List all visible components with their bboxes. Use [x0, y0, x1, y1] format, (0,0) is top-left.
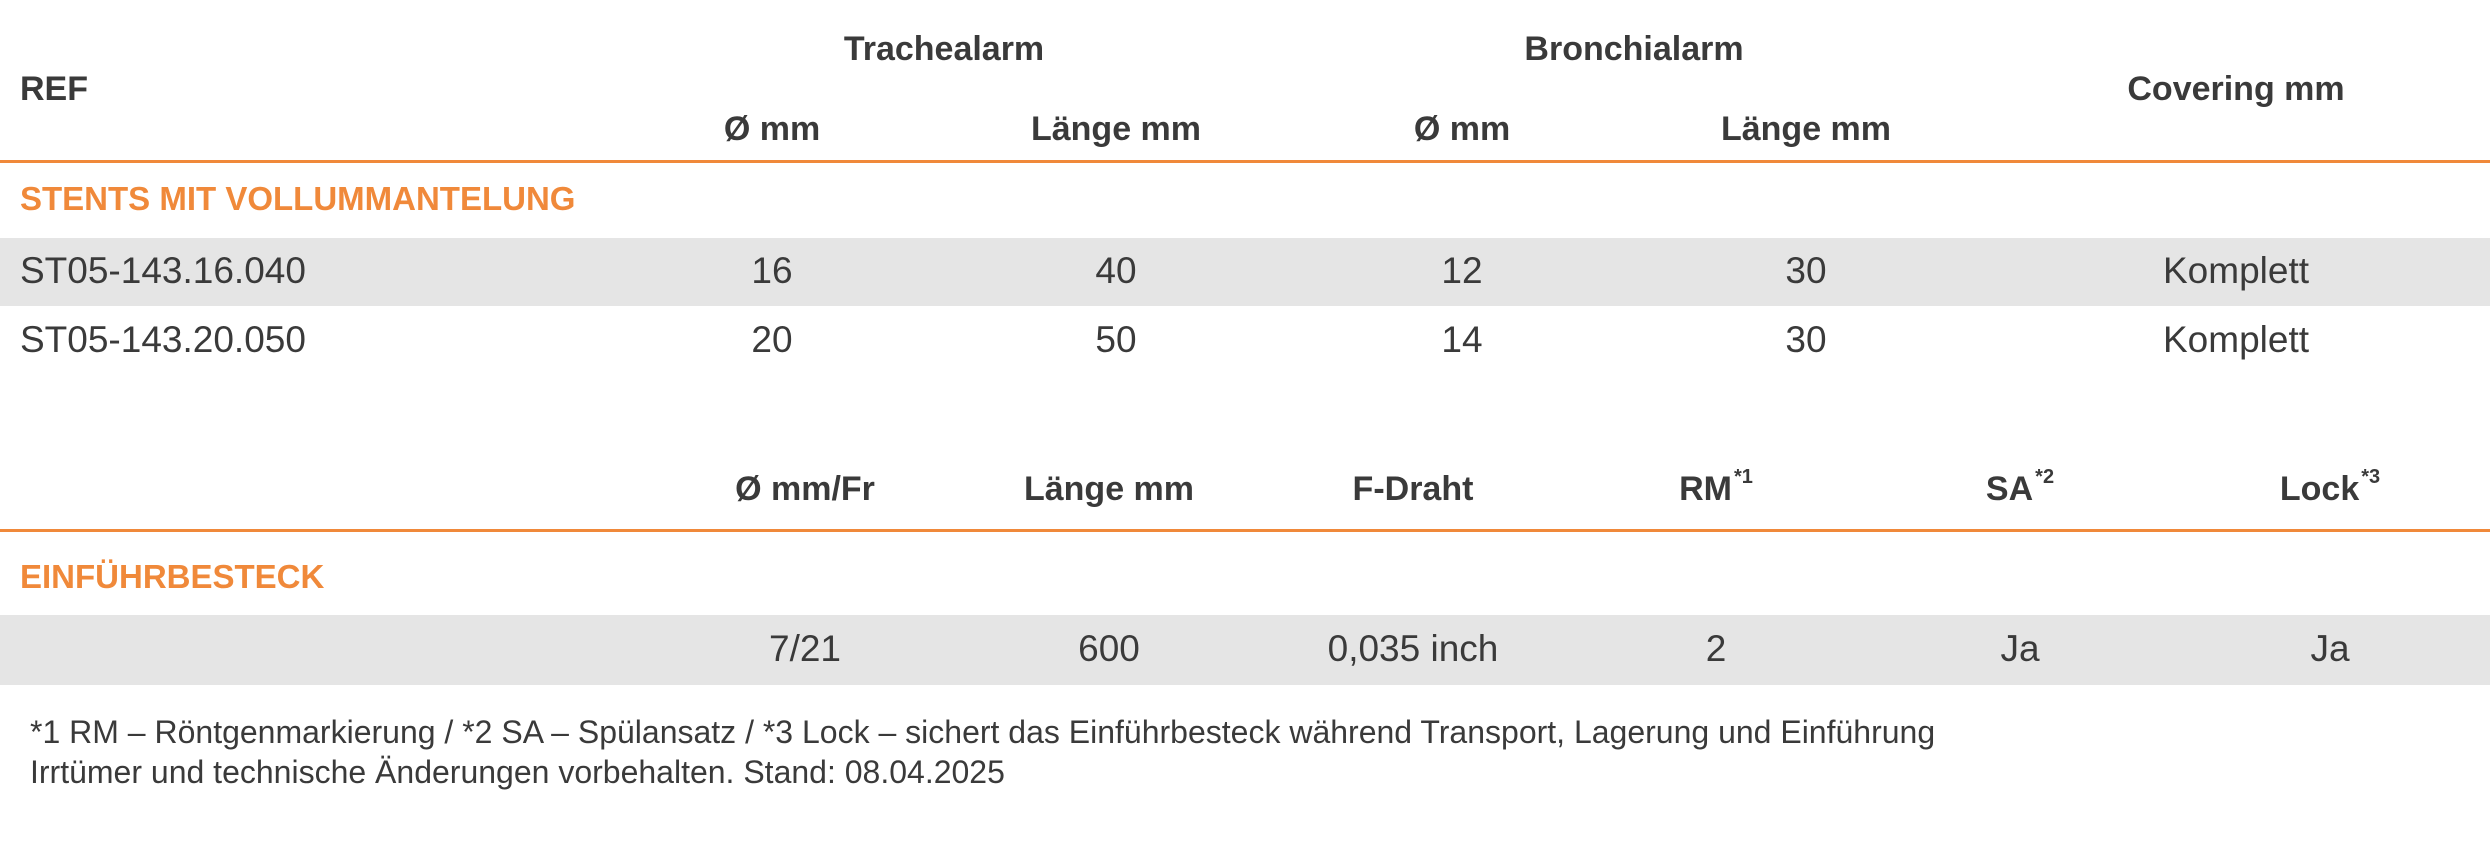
- bronchial-diameter-cell: 12: [1441, 250, 1483, 291]
- bronchial-length-cell: 30: [1785, 250, 1827, 291]
- col-header-length: Länge mm: [1023, 470, 1195, 508]
- bronchial-length-cell: 30: [1785, 319, 1827, 360]
- covering-header: Covering mm: [2127, 70, 2345, 108]
- col-header-rm: RM *1: [1679, 466, 1753, 509]
- ref-cell: ST05-143.20.050: [20, 319, 306, 360]
- subheader-bronchial-diameter: Ø mm: [1413, 110, 1511, 148]
- sa-footnote-marker: *2: [2035, 466, 2055, 488]
- lock-label: Lock: [2279, 470, 2360, 508]
- col-header-lock: Lock *3: [2279, 466, 2380, 509]
- wire-cell: 0,035 inch: [1327, 628, 1499, 669]
- table2-header-rule: [0, 529, 2490, 532]
- rm-cell: 2: [1705, 628, 1727, 669]
- subheader-trachea-diameter: Ø mm: [723, 110, 821, 148]
- col-header-wire: F-Draht: [1352, 470, 1474, 508]
- table-row-shade: [0, 238, 2490, 306]
- col-header-diameter-fr: Ø mm/Fr: [735, 470, 875, 508]
- table1-header-rule: [0, 160, 2490, 163]
- section-label-einfuehrbesteck: EINFÜHRBESTECK: [20, 558, 325, 595]
- trachea-diameter-cell: 20: [751, 319, 793, 360]
- group-header-trachea: Trachealarm: [843, 30, 1045, 68]
- subheader-trachea-length: Länge mm: [1030, 110, 1202, 148]
- bronchial-diameter-cell: 14: [1441, 319, 1483, 360]
- trachea-diameter-cell: 16: [751, 250, 793, 291]
- ref-header: REF: [20, 70, 88, 108]
- section-label-stents: STENTS MIT VOLLUMMANTELUNG: [20, 180, 576, 217]
- col-header-sa: SA *2: [1985, 466, 2054, 509]
- trachea-length-cell: 40: [1095, 250, 1137, 291]
- sa-label: SA: [1985, 470, 2034, 508]
- group-header-bronchial: Bronchialarm: [1524, 30, 1744, 68]
- ref-cell: ST05-143.16.040: [20, 250, 306, 291]
- lock-cell: Ja: [2310, 628, 2350, 669]
- length-cell: 600: [1078, 628, 1140, 669]
- footnote-abbreviations: *1 RM – Röntgenmarkierung / *2 SA – Spül…: [30, 714, 1936, 750]
- rm-footnote-marker: *1: [1733, 466, 1753, 488]
- rm-label: RM: [1679, 470, 1732, 508]
- lock-footnote-marker: *3: [2361, 466, 2381, 488]
- trachea-length-cell: 50: [1095, 319, 1137, 360]
- footnote-disclaimer: Irrtümer und technische Änderungen vorbe…: [30, 754, 1005, 790]
- covering-cell: Komplett: [2162, 319, 2310, 360]
- subheader-bronchial-length: Länge mm: [1720, 110, 1892, 148]
- covering-cell: Komplett: [2162, 250, 2310, 291]
- diameter-fr-cell: 7/21: [768, 628, 842, 669]
- sa-cell: Ja: [2000, 628, 2040, 669]
- table-row-shade: [0, 615, 2490, 685]
